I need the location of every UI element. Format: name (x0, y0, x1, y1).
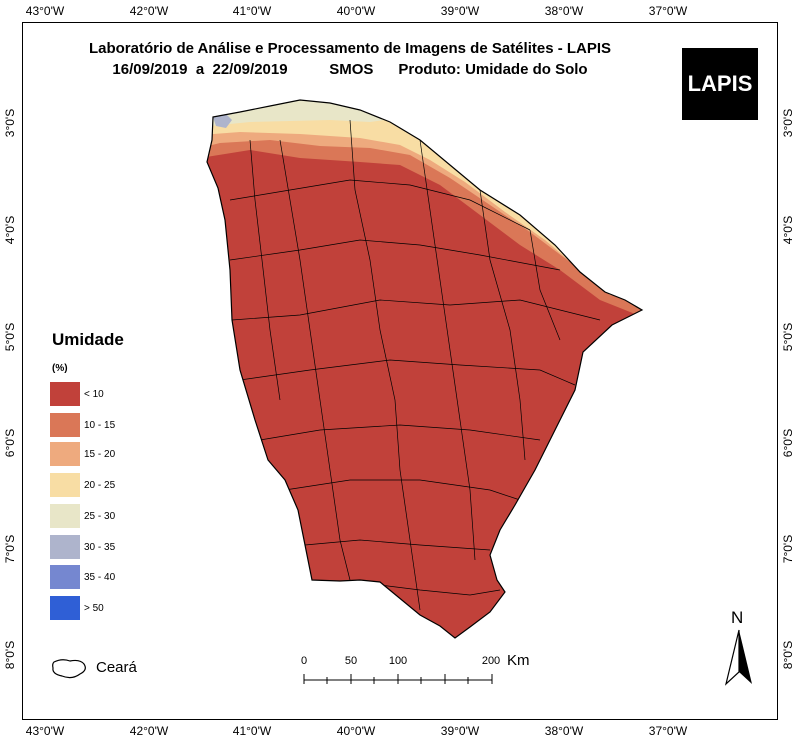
boundary-legend-label: Ceará (96, 659, 137, 676)
legend-label: 20 - 25 (84, 480, 116, 491)
scale-tick-label: 0 (300, 655, 308, 667)
legend-label: < 10 (84, 389, 104, 400)
legend-label: > 50 (84, 603, 104, 614)
legend-swatch (50, 535, 80, 559)
legend-item: 20 - 25 (50, 473, 190, 499)
legend-label: 30 - 35 (84, 542, 116, 553)
legend-item: > 50 (50, 596, 190, 622)
legend-swatch (50, 442, 80, 466)
lon-tick-top: 40°0'W (336, 4, 376, 18)
north-arrow-label: N (731, 608, 744, 627)
lon-tick-top: 42°0'W (129, 4, 169, 18)
legend-label: 25 - 30 (84, 511, 116, 522)
legend-item: 30 - 35 (50, 535, 190, 561)
lon-tick-bottom: 43°0'W (25, 724, 65, 738)
map-subtitle: 16/09/2019 a 22/09/2019 SMOS Produto: Um… (112, 61, 588, 78)
lon-tick-top: 43°0'W (25, 4, 65, 18)
legend-swatch (50, 504, 80, 528)
legend-label: 35 - 40 (84, 572, 116, 583)
legend-label: 15 - 20 (84, 449, 116, 460)
scale-tick-label: 50 (344, 655, 358, 667)
lon-tick-bottom: 37°0'W (648, 724, 688, 738)
lapis-logo-text: LAPIS (687, 71, 753, 96)
legend-unit: (%) (52, 363, 68, 374)
legend-item: 35 - 40 (50, 565, 190, 591)
municipal-boundaries (229, 119, 601, 611)
north-arrow-icon (724, 629, 752, 686)
legend-title: Umidade (52, 330, 124, 349)
map-title: Laboratório de Análise e Processamento d… (88, 40, 612, 57)
scale-tick-label: 100 (388, 655, 408, 667)
lon-tick-bottom: 40°0'W (336, 724, 376, 738)
scale-unit: Km (507, 652, 530, 669)
lon-tick-top: 39°0'W (440, 4, 480, 18)
legend-item: 25 - 30 (50, 504, 190, 530)
lon-tick-bottom: 42°0'W (129, 724, 169, 738)
legend-item: < 10 (50, 382, 190, 408)
legend-swatch (50, 382, 80, 406)
legend-swatch (50, 413, 80, 437)
moisture-zone-30-35 (213, 113, 232, 128)
legend-swatch (50, 473, 80, 497)
legend-swatch (50, 596, 80, 620)
lon-tick-top: 37°0'W (648, 4, 688, 18)
scale-tick-label: 200 (481, 655, 501, 667)
lon-tick-bottom: 39°0'W (440, 724, 480, 738)
lon-tick-bottom: 38°0'W (544, 724, 584, 738)
legend-item: 15 - 20 (50, 442, 190, 468)
lon-tick-top: 41°0'W (232, 4, 272, 18)
lapis-logo: LAPIS (682, 48, 758, 120)
scale-bar (303, 674, 493, 684)
state-boundary (206, 99, 644, 639)
lon-tick-bottom: 41°0'W (232, 724, 272, 738)
legend-item: 10 - 15 (50, 413, 190, 439)
legend-swatch (50, 565, 80, 589)
legend-label: 10 - 15 (84, 420, 116, 431)
boundary-legend-icon (52, 659, 86, 679)
lon-tick-top: 38°0'W (544, 4, 584, 18)
map-frame (22, 22, 778, 720)
